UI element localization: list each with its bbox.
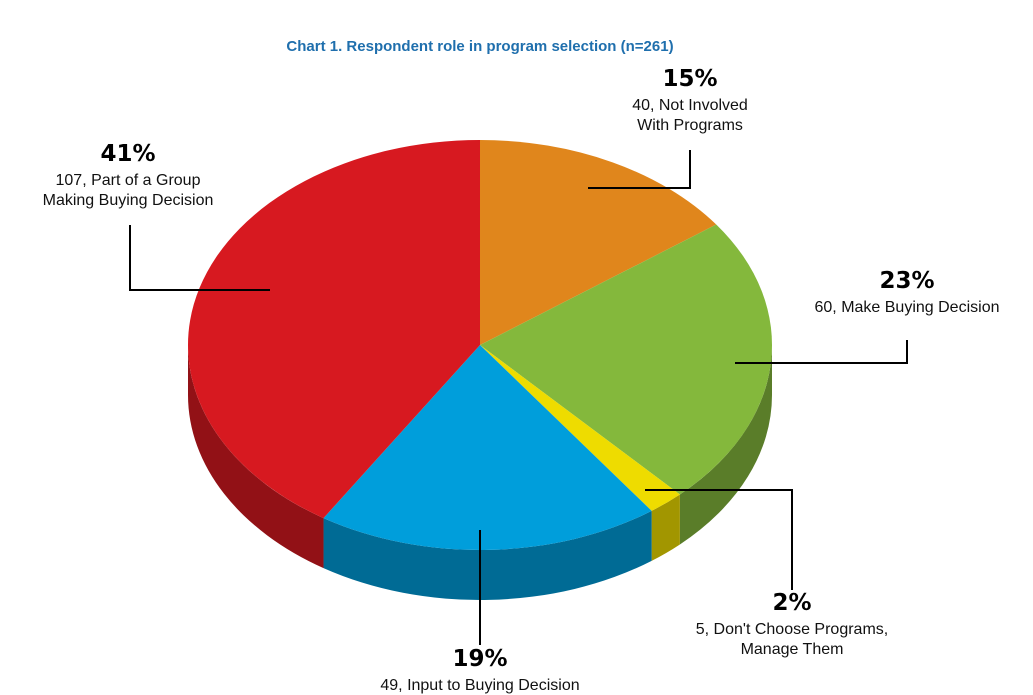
slice [480,224,773,495]
slice-side [188,345,324,569]
category-label: 40, Not Involved With Programs [632,97,748,134]
category-label: 107, Part of a Group Making Buying Decis… [42,172,214,209]
leader-line [645,489,793,590]
leader-line [735,340,908,364]
category-label: 60, Make Buying Decision [814,299,1000,316]
value-label: 15% [662,66,718,92]
slice [188,140,480,519]
slice [480,345,680,511]
value-label: 2% [772,590,812,616]
value-label: 41% [100,141,156,167]
category-label: 49, Input to Buying Decision [380,677,580,694]
slice [323,345,652,550]
leader-line [588,150,691,189]
value-label: 19% [452,646,508,672]
value-label: 23% [879,268,935,294]
chart-title: Chart 1. Respondent role in program sele… [286,38,674,55]
slice-side [323,510,652,600]
category-label: 5, Don't Choose Programs, Manage Them [695,621,889,658]
slice-side [651,494,680,561]
leader-line [129,225,270,291]
slice-side [679,345,773,545]
slice [480,140,717,345]
